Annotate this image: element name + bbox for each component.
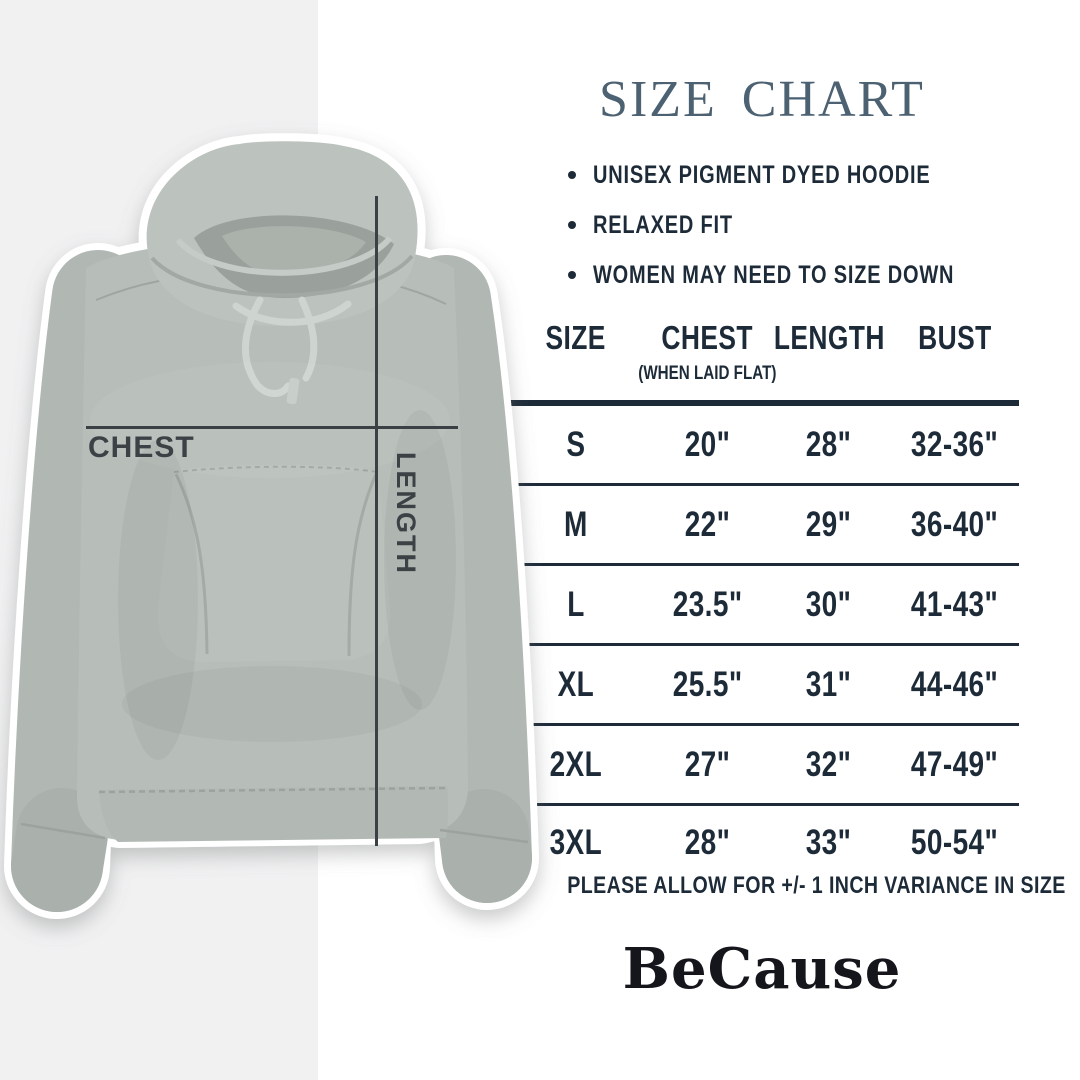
cell-length: 29" bbox=[806, 504, 852, 544]
cell-bust: 32-36" bbox=[910, 424, 999, 464]
cell-length: 28" bbox=[806, 424, 852, 464]
hoodie-drawstrings bbox=[232, 296, 352, 397]
chest-measure-label: CHEST bbox=[88, 431, 195, 464]
hoodie-hem-band bbox=[99, 786, 449, 842]
variance-note: PLEASE ALLOW FOR +/- 1 INCH VARIANCE IN … bbox=[567, 872, 1066, 899]
bullet-dot-icon bbox=[568, 171, 576, 179]
bullet-label: RELAXED FIT bbox=[593, 210, 733, 239]
brand-logo: BeCause bbox=[622, 936, 902, 1002]
length-measure-label: LENGTH bbox=[391, 452, 421, 575]
header-bust: BUST bbox=[917, 319, 992, 356]
table-row-l: L 23.5" 30" 41-43" bbox=[505, 566, 1019, 646]
table-row-3xl: 3XL 28" 33" 50-54" bbox=[505, 806, 1019, 880]
hoodie-hood bbox=[146, 141, 418, 326]
hoodie-pocket bbox=[157, 464, 391, 662]
fabric-shading bbox=[90, 362, 456, 760]
cell-size: 3XL bbox=[549, 823, 603, 862]
bullet-label: WOMEN MAY NEED TO SIZE DOWN bbox=[593, 260, 955, 289]
cell-bust: 44-46" bbox=[910, 664, 999, 704]
table-row-2xl: 2XL 27" 32" 47-49" bbox=[505, 726, 1019, 806]
bullet-item: UNISEX PIGMENT DYED HOODIE bbox=[568, 150, 1045, 200]
size-table: SIZE CHEST (WHEN LAID FLAT) LENGTH BUST … bbox=[505, 314, 1019, 880]
bullet-item: WOMEN MAY NEED TO SIZE DOWN bbox=[568, 250, 1045, 300]
cell-bust: 41-43" bbox=[910, 584, 999, 624]
cell-size: L bbox=[567, 584, 585, 624]
cell-size: 2XL bbox=[549, 744, 603, 784]
cell-size: XL bbox=[557, 664, 595, 704]
bullet-label: UNISEX PIGMENT DYED HOODIE bbox=[593, 160, 931, 189]
cell-length: 31" bbox=[806, 664, 852, 704]
cell-chest: 27" bbox=[684, 744, 731, 784]
hoodie-fabric bbox=[11, 141, 532, 912]
drawstring-aglet bbox=[286, 377, 300, 405]
cell-size: M bbox=[564, 504, 588, 544]
table-row-s: S 20" 28" 32-36" bbox=[505, 406, 1019, 486]
cell-chest: 28" bbox=[684, 823, 731, 862]
hoodie-left-cuff bbox=[11, 788, 108, 912]
cell-bust: 36-40" bbox=[910, 504, 999, 544]
header-length: LENGTH bbox=[773, 319, 885, 356]
cell-length: 30" bbox=[806, 584, 852, 624]
cell-chest: 20" bbox=[684, 424, 731, 464]
header-chest-subnote: (WHEN LAID FLAT) bbox=[638, 363, 777, 384]
length-measure-line bbox=[375, 196, 378, 846]
hoodie-photo bbox=[4, 133, 539, 919]
cell-length: 33" bbox=[806, 823, 852, 862]
page-title: SIZE CHART bbox=[599, 71, 925, 128]
cell-chest: 22" bbox=[684, 504, 731, 544]
cell-chest: 25.5" bbox=[672, 664, 743, 704]
cell-bust: 50-54" bbox=[910, 823, 999, 862]
cell-size: S bbox=[566, 424, 586, 464]
cell-length: 32" bbox=[806, 744, 852, 784]
bullet-dot-icon bbox=[568, 221, 576, 229]
hoodie-right-cuff bbox=[439, 789, 532, 903]
cell-bust: 47-49" bbox=[910, 744, 999, 784]
bullet-item: RELAXED FIT bbox=[568, 200, 1045, 250]
cell-chest: 23.5" bbox=[672, 584, 743, 624]
table-row-m: M 22" 29" 36-40" bbox=[505, 486, 1019, 566]
feature-bullet-list: UNISEX PIGMENT DYED HOODIE RELAXED FIT W… bbox=[568, 150, 1045, 300]
header-size: SIZE bbox=[545, 319, 607, 356]
size-table-header: SIZE CHEST (WHEN LAID FLAT) LENGTH BUST bbox=[505, 314, 1019, 406]
chest-measure-line bbox=[86, 426, 458, 429]
header-chest: CHEST (WHEN LAID FLAT) bbox=[621, 320, 794, 385]
table-row-xl: XL 25.5" 31" 44-46" bbox=[505, 646, 1019, 726]
bullet-dot-icon bbox=[568, 271, 576, 279]
